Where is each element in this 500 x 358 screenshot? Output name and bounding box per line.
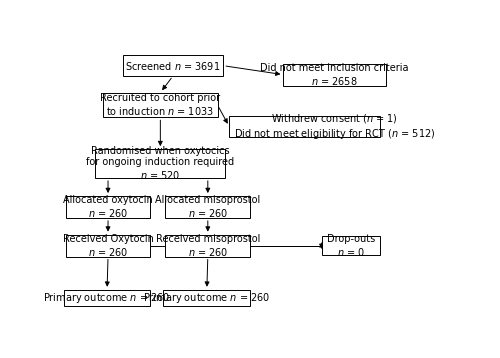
Text: Recruited to cohort prior
to induction $n$ = 1033: Recruited to cohort prior to induction $…: [100, 93, 220, 117]
Text: Allocated oxytocin
$n$ = 260: Allocated oxytocin $n$ = 260: [63, 195, 153, 219]
FancyBboxPatch shape: [165, 196, 250, 218]
FancyBboxPatch shape: [64, 290, 150, 306]
FancyBboxPatch shape: [229, 116, 380, 137]
FancyBboxPatch shape: [322, 236, 380, 255]
FancyBboxPatch shape: [284, 64, 386, 86]
FancyBboxPatch shape: [122, 55, 224, 76]
FancyBboxPatch shape: [165, 234, 250, 257]
FancyBboxPatch shape: [96, 149, 226, 178]
Text: Drop-outs
$n$ = 0: Drop-outs $n$ = 0: [327, 233, 376, 257]
FancyBboxPatch shape: [66, 196, 150, 218]
FancyBboxPatch shape: [103, 93, 218, 117]
FancyBboxPatch shape: [163, 290, 250, 306]
Text: Primary outcome $n$ = 260: Primary outcome $n$ = 260: [143, 291, 270, 305]
Text: Randomised when oxytocics
for ongoing induction required
$n$ = 520: Randomised when oxytocics for ongoing in…: [86, 146, 234, 182]
Text: Received Oxytocin
$n$ = 260: Received Oxytocin $n$ = 260: [62, 233, 154, 257]
Text: Screened $n$ = 3691: Screened $n$ = 3691: [125, 60, 220, 72]
Text: Received misoprostol
$n$ = 260: Received misoprostol $n$ = 260: [156, 233, 260, 257]
Text: Withdrew consent ($n$ = 1)
Did not meet eligibility for RCT ($n$ = 512): Withdrew consent ($n$ = 1) Did not meet …: [234, 112, 435, 141]
Text: Did not meet inclusion criteria
$n$ = 2658: Did not meet inclusion criteria $n$ = 26…: [260, 63, 409, 87]
FancyBboxPatch shape: [66, 234, 150, 257]
Text: Primary outcome $n$ = 260: Primary outcome $n$ = 260: [44, 291, 170, 305]
Text: Allocated misoprostol
$n$ = 260: Allocated misoprostol $n$ = 260: [155, 195, 260, 219]
